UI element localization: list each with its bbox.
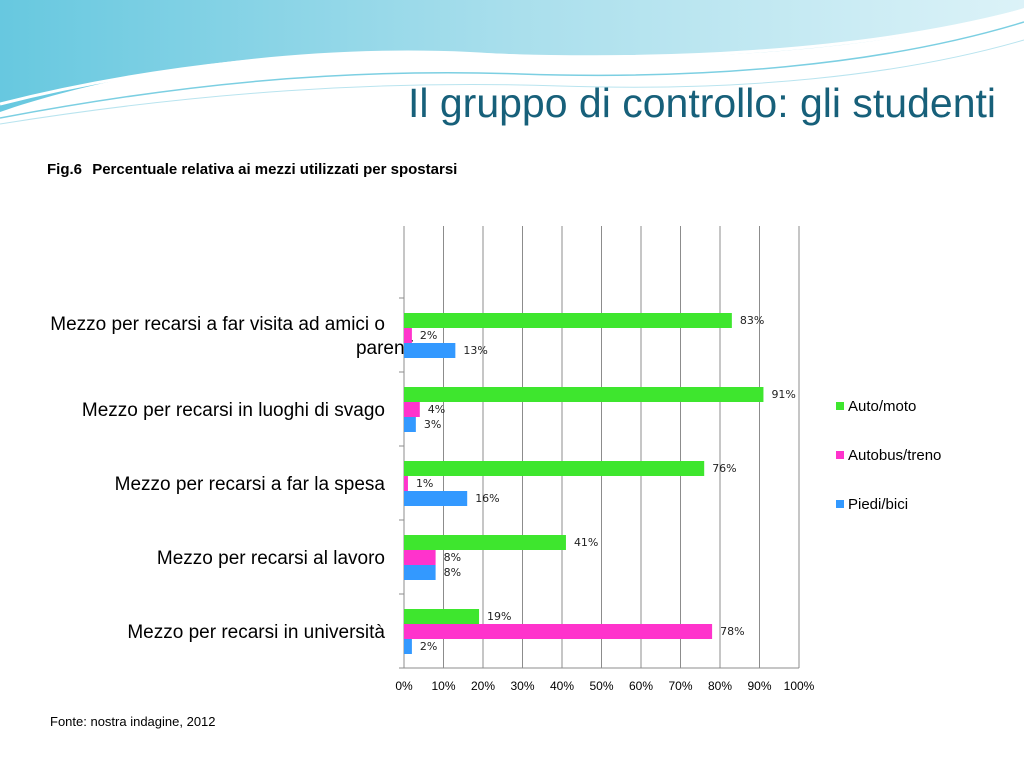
bar-piedi-bici: [404, 343, 456, 358]
header-wave-decoration: [0, 0, 1024, 125]
bar-auto-moto: [404, 461, 705, 476]
data-label: 16%: [475, 492, 499, 505]
data-label: 19%: [487, 610, 511, 623]
bar-autobus-treno: [404, 476, 408, 491]
x-tick-label: 90%: [747, 679, 771, 693]
x-tick-label: 50%: [589, 679, 613, 693]
category-label: Mezzo per recarsi in università: [127, 622, 385, 643]
x-tick-label: 30%: [510, 679, 534, 693]
x-tick-label: 60%: [629, 679, 653, 693]
legend-swatch: [836, 500, 844, 508]
data-label: 8%: [444, 551, 461, 564]
bar-piedi-bici: [404, 491, 468, 506]
bar-auto-moto: [404, 387, 764, 402]
bar-autobus-treno: [404, 328, 412, 343]
data-label: 2%: [420, 329, 437, 342]
bar-auto-moto: [404, 313, 732, 328]
data-label: 8%: [444, 566, 461, 579]
data-label: 41%: [574, 536, 598, 549]
category-label: Mezzo per recarsi al lavoro: [157, 548, 385, 569]
header-wave-line-2: [0, 21, 1024, 119]
data-label: 78%: [720, 625, 744, 638]
data-label: 91%: [771, 388, 795, 401]
bar-piedi-bici: [404, 417, 416, 432]
bar-autobus-treno: [404, 624, 713, 639]
category-label: Mezzo per recarsi in luoghi di svago: [82, 400, 385, 421]
bar-autobus-treno: [404, 402, 420, 417]
slide-title: Il gruppo di controllo: gli studenti: [407, 80, 996, 126]
figure-caption-text: Percentuale relativa ai mezzi utilizzati…: [92, 161, 458, 178]
data-label: 83%: [740, 314, 764, 327]
x-tick-label: 100%: [784, 679, 815, 693]
data-label: 2%: [420, 640, 437, 653]
x-tick-label: 80%: [708, 679, 732, 693]
data-label: 4%: [428, 403, 445, 416]
x-tick-label: 20%: [471, 679, 495, 693]
x-tick-label: 0%: [395, 679, 413, 693]
x-tick-label: 40%: [550, 679, 574, 693]
category-label: Mezzo per recarsi a far visita ad amici …: [50, 314, 385, 335]
legend-label: Piedi/bici: [848, 496, 908, 513]
data-label: 13%: [463, 344, 487, 357]
bar-auto-moto: [404, 535, 566, 550]
figure-label: Fig.6: [47, 161, 83, 178]
category-label: Mezzo per recarsi a far la spesa: [115, 474, 386, 495]
legend-swatch: [836, 451, 844, 459]
header-wave-line-3: [0, 39, 1024, 125]
x-tick-label: 70%: [668, 679, 692, 693]
header-wave-line: [0, 8, 1024, 106]
bar-auto-moto: [404, 609, 480, 624]
data-label: 1%: [416, 477, 433, 490]
legend-label: Autobus/treno: [848, 447, 941, 464]
x-tick-label: 10%: [431, 679, 455, 693]
legend-label: Auto/moto: [848, 398, 916, 415]
bar-piedi-bici: [404, 565, 436, 580]
category-label: parenti: [356, 338, 414, 359]
bar-piedi-bici: [404, 639, 412, 654]
header-wave-fill: [0, 0, 1024, 112]
bar-autobus-treno: [404, 550, 436, 565]
legend-swatch: [836, 402, 844, 410]
figure-caption: Fig.6 Percentuale relativa ai mezzi util…: [47, 161, 457, 178]
source-note: Fonte: nostra indagine, 2012: [50, 714, 216, 729]
data-label: 3%: [424, 418, 441, 431]
data-label: 76%: [712, 462, 736, 475]
